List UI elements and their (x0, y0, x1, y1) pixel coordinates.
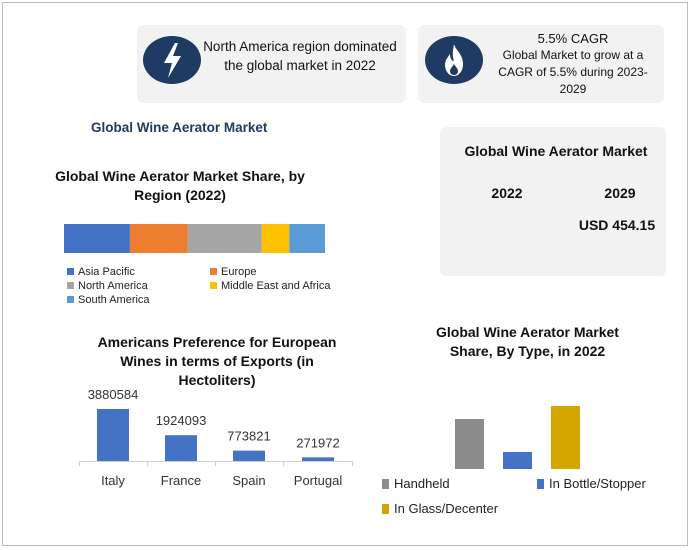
legend-handheld: Handheld (382, 476, 450, 491)
lightning-bolt-icon (143, 36, 201, 84)
region-dominance-text: North America region dominated the globa… (203, 39, 397, 73)
market-year-end: 2029 (604, 185, 636, 201)
legend-swatch (67, 282, 74, 289)
legend-south-america: South America (67, 294, 150, 306)
exports-chart-title: Americans Preference for European Wines … (97, 334, 337, 388)
legend-swatch (210, 268, 217, 275)
region-dominance-card: North America region dominated the globa… (137, 25, 406, 103)
market-value: USD 454.15 (578, 217, 656, 233)
legend-swatch (537, 479, 544, 489)
region-share-title: Global Wine Aerator Market Share, by Reg… (55, 168, 305, 203)
type-share-title: Global Wine Aerator Market Share, By Typ… (436, 324, 619, 359)
legend-middle-east-africa: Middle East and Africa (210, 280, 330, 292)
legend-asia-pacific: Asia Pacific (67, 266, 135, 278)
legend-swatch (210, 282, 217, 289)
legend-north-america: North America (67, 280, 148, 292)
legend-in-bottle-stopper: In Bottle/Stopper (537, 476, 646, 491)
legend-in-glass-decenter: In Glass/Decenter (382, 501, 498, 516)
legend-europe: Europe (210, 266, 256, 278)
market-year-start: 2022 (491, 185, 523, 201)
cagr-heading: 5.5% CAGR (537, 31, 609, 46)
cagr-card: 5.5% CAGR Global Market to grow at a CAG… (418, 25, 664, 103)
cagr-text: Global Market to grow at a CAGR of 5.5% … (498, 48, 648, 96)
legend-swatch (382, 504, 389, 514)
main-title: Global Wine Aerator Market (91, 120, 268, 135)
legend-swatch (67, 296, 74, 303)
legend-swatch (382, 479, 389, 489)
market-size-card: Global Wine Aerator Market 2022 2029 USD… (440, 127, 666, 276)
flame-icon (425, 36, 483, 84)
legend-swatch (67, 268, 74, 275)
market-size-title: Global Wine Aerator Market (464, 143, 648, 159)
